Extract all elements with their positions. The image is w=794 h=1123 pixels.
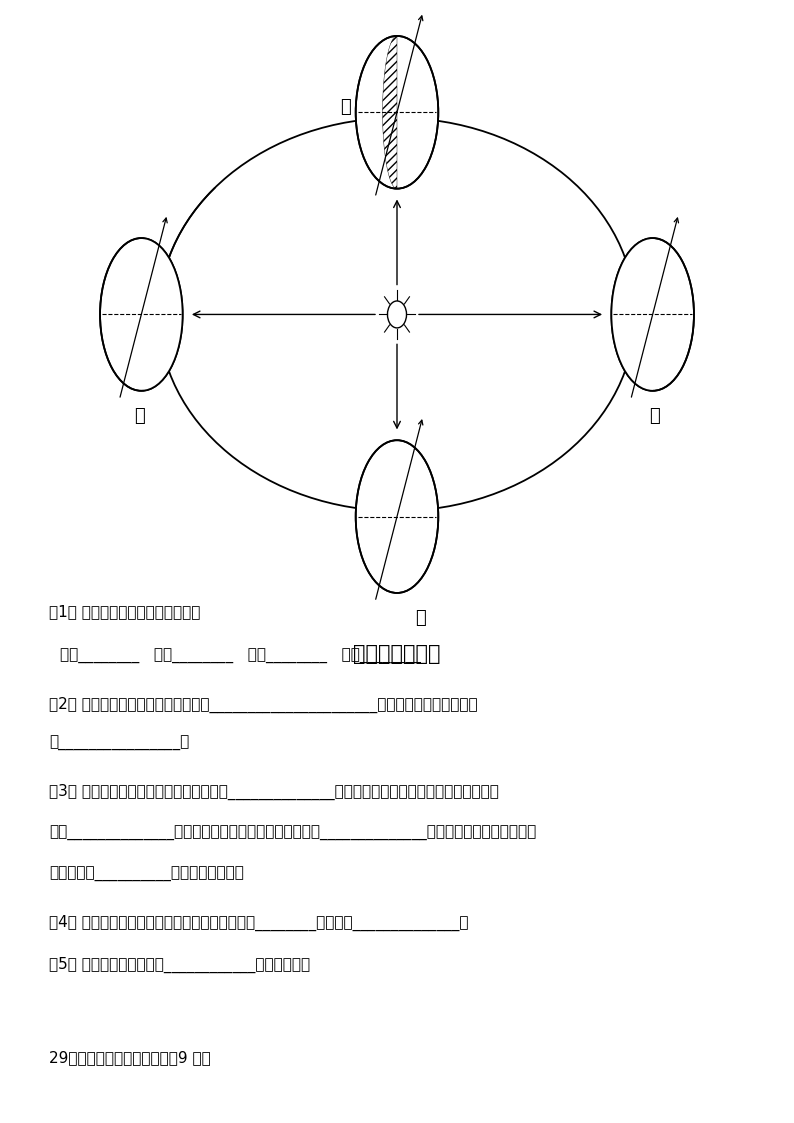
- Text: 丙: 丙: [415, 609, 426, 627]
- Text: 地球公转示意图: 地球公转示意图: [353, 643, 441, 664]
- Polygon shape: [141, 238, 183, 391]
- Text: 生是将要放__________（暑假、寒假）。: 生是将要放__________（暑假、寒假）。: [49, 867, 244, 883]
- Text: （4） 当北京市昼最短夜最长时，地球处在图中的________，日期是______________。: （4） 当北京市昼最短夜最长时，地球处在图中的________，日期是_____…: [49, 915, 468, 931]
- Text: 乙: 乙: [134, 407, 145, 424]
- Text: 出现______________（极昼或极夜），这一天是南半球的______________（节气）。此时南半球的学: 出现______________（极昼或极夜），这一天是南半球的________…: [49, 825, 537, 841]
- Text: （3） 当地球公转到乙处时，太阳光线直射______________（南回归线或北回归线），此时北极圈内: （3） 当地球公转到乙处时，太阳光线直射______________（南回归线或…: [49, 784, 499, 800]
- Circle shape: [387, 301, 407, 328]
- Text: （1） 写出图中字母代表的节气名称: （1） 写出图中字母代表的节气名称: [49, 604, 201, 620]
- Polygon shape: [611, 238, 653, 391]
- Ellipse shape: [356, 36, 438, 189]
- Text: 甲: 甲: [340, 98, 351, 116]
- Ellipse shape: [356, 440, 438, 593]
- Text: 是________________。: 是________________。: [49, 736, 190, 751]
- Text: 丁: 丁: [649, 407, 660, 424]
- Ellipse shape: [100, 238, 183, 391]
- Text: （5） 四季变化是由地球的____________运动引起的。: （5） 四季变化是由地球的____________运动引起的。: [49, 957, 310, 973]
- Text: 29．读图，回答下列问题．（9 分）: 29．读图，回答下列问题．（9 分）: [49, 1050, 211, 1066]
- Text: 甲、________   乙、________   丙、________   丁、________: 甲、________ 乙、________ 丙、________ 丁、_____…: [60, 649, 421, 665]
- Ellipse shape: [611, 238, 694, 391]
- Text: （2） 当太阳位于甲处时，太阳光直射______________________，全球各地昼夜长短关系: （2） 当太阳位于甲处时，太阳光直射______________________…: [49, 697, 478, 713]
